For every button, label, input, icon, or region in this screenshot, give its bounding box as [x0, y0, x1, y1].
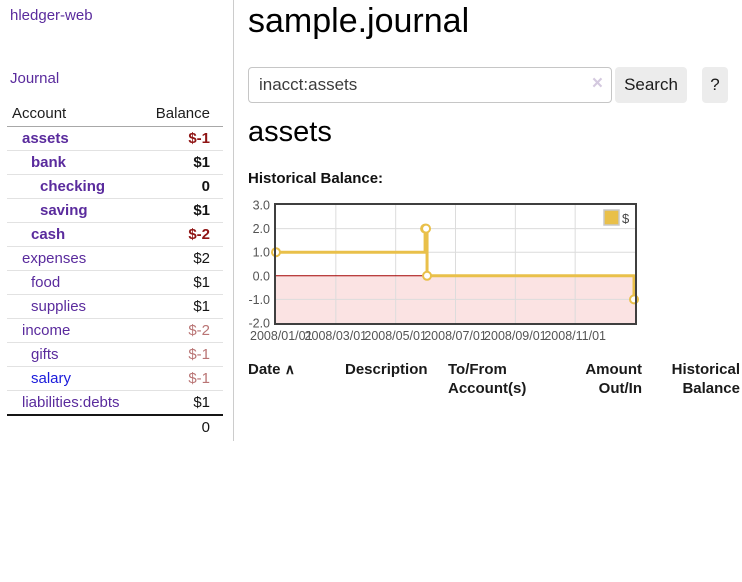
accounts-rows: assets $-1 bank $1 checking 0 saving $1 cash $-2 e… — [7, 127, 223, 414]
balance-column-header: Balance — [155, 105, 210, 122]
accounts-table: Account Balance assets $-1 bank $1 checking 0… — [7, 101, 223, 440]
chart-point — [422, 270, 433, 281]
x-axis-tick-label: 2008/05/01 — [364, 329, 427, 343]
sidebar-account-link[interactable]: food — [31, 274, 61, 291]
account-heading: assets — [248, 116, 332, 148]
y-axis-tick-label: -1.0 — [248, 293, 270, 307]
account-balance: $-2 — [188, 322, 210, 339]
sort-ascending-icon: ∧ — [284, 361, 295, 377]
account-balance: $2 — [193, 250, 210, 267]
chart-border — [274, 203, 637, 325]
app-title-link[interactable]: hledger-web — [10, 7, 93, 24]
account-row: salary $-1 — [7, 367, 223, 391]
account-balance: $-1 — [188, 130, 210, 147]
sidebar-account-link[interactable]: liabilities:debts — [22, 394, 120, 411]
accounts-total-value: 0 — [201, 419, 210, 436]
sidebar-account-link[interactable]: checking — [40, 178, 106, 195]
description-column-header: Description — [345, 361, 428, 378]
account-balance: $-1 — [188, 370, 210, 387]
sidebar-account-link[interactable]: cash — [31, 226, 66, 243]
help-button[interactable]: ? — [702, 67, 728, 103]
x-axis-tick-label: 2008/03/01 — [305, 329, 368, 343]
sidebar-account-link[interactable]: saving — [40, 202, 88, 219]
sidebar-account-link[interactable]: income — [22, 322, 71, 339]
register-table: Date ∧ Description To/From Account(s) Am… — [248, 360, 740, 407]
search-input-wrap: × — [248, 67, 612, 103]
y-axis-tick-label: 0.0 — [253, 269, 270, 283]
x-axis-tick-label: 2008/01/01 — [250, 329, 313, 343]
sidebar-account-link[interactable]: salary — [31, 370, 72, 387]
clear-search-icon[interactable]: × — [591, 73, 603, 94]
account-row: saving $1 — [7, 199, 223, 223]
historical-balance-column-header: Historical Balance — [671, 361, 740, 397]
y-axis-tick-label: 1.0 — [253, 246, 270, 260]
account-balance: $1 — [193, 202, 210, 219]
account-row: checking 0 — [7, 175, 223, 199]
sidebar: hledger-web Journal Account Balance asse… — [0, 0, 234, 441]
account-balance: 0 — [201, 178, 210, 195]
amount-column-header: Amount Out/In — [585, 361, 642, 397]
x-axis-tick-label: 2008/09/01 — [484, 329, 547, 343]
account-row: income $-2 — [7, 319, 223, 343]
account-row: bank $1 — [7, 151, 223, 175]
historical-balance-chart: $3.0 2.0 1.0 0.0 -1.0 -2.02008/01/012008/03/0… — [248, 199, 640, 343]
main-content: sample.journal × Search ? assets Histori… — [248, 0, 742, 582]
account-row: cash $-2 — [7, 223, 223, 247]
x-axis-tick-label: 2008/11/01 — [544, 329, 606, 343]
account-balance: $-2 — [188, 226, 210, 243]
y-axis-tick-label: 2.0 — [253, 222, 270, 236]
page-title: sample.journal — [248, 2, 470, 40]
x-axis-tick-label: 2008/07/01 — [424, 329, 487, 343]
sidebar-account-link[interactable]: bank — [31, 154, 67, 171]
search-bar: × Search ? — [248, 67, 742, 103]
account-row: assets $-1 — [7, 127, 223, 151]
account-row: supplies $1 — [7, 295, 223, 319]
tofrom-account-column-header: To/From Account(s) — [448, 361, 527, 397]
sidebar-account-link[interactable]: supplies — [31, 298, 87, 315]
chart-title: Historical Balance: — [248, 170, 384, 187]
accounts-total-row: 0 — [7, 414, 223, 440]
y-axis-tick-label: -2.0 — [248, 317, 270, 331]
register-header-row: Date ∧ Description To/From Account(s) Am… — [248, 360, 740, 407]
account-row: food $1 — [7, 271, 223, 295]
chart-point — [421, 223, 432, 234]
account-balance: $1 — [193, 274, 210, 291]
sidebar-item-journal[interactable]: Journal — [10, 70, 60, 87]
account-row: liabilities:debts $1 — [7, 391, 223, 414]
account-balance: $1 — [193, 394, 210, 411]
search-button[interactable]: Search — [615, 67, 687, 103]
legend-label: $ — [622, 211, 630, 226]
account-column-header: Account — [12, 105, 67, 122]
account-row: gifts $-1 — [7, 343, 223, 367]
account-balance: $1 — [193, 154, 210, 171]
sidebar-account-link[interactable]: gifts — [31, 346, 59, 363]
y-axis-tick-label: 3.0 — [253, 199, 270, 213]
accounts-table-header: Account Balance — [7, 101, 223, 127]
search-input[interactable] — [248, 67, 612, 103]
date-column-header[interactable]: Date ∧ — [248, 361, 295, 378]
legend-swatch — [603, 209, 620, 226]
account-row: expenses $2 — [7, 247, 223, 271]
sidebar-account-link[interactable]: expenses — [22, 250, 87, 267]
sidebar-account-link[interactable]: assets — [22, 130, 69, 147]
account-balance: $1 — [193, 298, 210, 315]
account-balance: $-1 — [188, 346, 210, 363]
